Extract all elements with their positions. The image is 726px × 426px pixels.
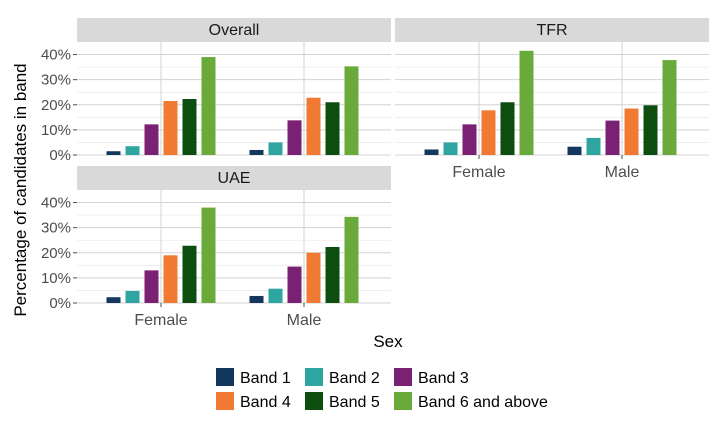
facet-strip-uae (77, 166, 391, 190)
legend-key-band-1 (216, 368, 234, 386)
bar-tfr-male-band-5 (643, 105, 658, 155)
bar-uae-female-band-2 (125, 290, 140, 303)
bar-tfr-female-band-5 (500, 102, 515, 155)
x-tick-label-male: Male (287, 312, 322, 329)
y-tick-label: 10% (41, 270, 71, 287)
y-tick-label: 10% (41, 122, 71, 139)
y-tick-label: 40% (41, 47, 71, 64)
x-tick-label-male: Male (605, 164, 640, 181)
bar-overall-male-band-2 (268, 142, 283, 155)
bar-overall-female-band-4 (163, 101, 178, 155)
y-tick-label: 20% (41, 97, 71, 114)
legend-label-band-4: Band 4 (240, 394, 291, 411)
bar-uae-female-band-6 (201, 207, 216, 303)
bar-tfr-female-band-1 (424, 149, 439, 155)
y-axis-title: Percentage of candidates in band (11, 63, 30, 316)
bar-overall-male-band-4 (306, 97, 321, 155)
facet-strip-overall (77, 18, 391, 42)
y-tick-label: 20% (41, 245, 71, 262)
bar-overall-female-band-2 (125, 146, 140, 155)
bar-uae-male-band-2 (268, 288, 283, 303)
bar-uae-male-band-5 (325, 247, 340, 303)
bar-tfr-female-band-6 (519, 50, 534, 155)
legend-label-band-3: Band 3 (418, 370, 469, 387)
bar-tfr-male-band-1 (567, 146, 582, 155)
legend-key-band-6 (394, 392, 412, 410)
y-tick-label: 30% (41, 220, 71, 237)
legend-key-band-5 (305, 392, 323, 410)
bar-uae-male-band-6 (344, 216, 359, 303)
bar-tfr-female-band-2 (443, 142, 458, 155)
y-tick-label: 30% (41, 72, 71, 89)
facet-title-uae: UAE (218, 170, 251, 187)
bar-overall-male-band-5 (325, 102, 340, 155)
bar-uae-female-band-1 (106, 297, 121, 303)
bar-uae-female-band-4 (163, 255, 178, 303)
legend-label-band-5: Band 5 (329, 394, 380, 411)
bar-overall-female-band-6 (201, 57, 216, 155)
x-tick-label-female: Female (452, 164, 505, 181)
legend-key-band-4 (216, 392, 234, 410)
bar-tfr-male-band-3 (605, 120, 620, 155)
bar-uae-male-band-4 (306, 252, 321, 303)
x-tick-label-female: Female (134, 312, 187, 329)
y-tick-label: 0% (49, 295, 71, 312)
bar-overall-female-band-3 (144, 124, 159, 155)
facet-title-overall: Overall (209, 22, 260, 39)
bar-uae-male-band-3 (287, 266, 302, 303)
bar-uae-male-band-1 (249, 295, 264, 303)
legend-label-band-1: Band 1 (240, 370, 291, 387)
bar-tfr-male-band-2 (586, 137, 601, 155)
bar-overall-female-band-1 (106, 151, 121, 155)
y-tick-label: 0% (49, 147, 71, 164)
bar-overall-male-band-6 (344, 66, 359, 155)
facet-strip-tfr (395, 18, 709, 42)
bar-uae-female-band-5 (182, 245, 197, 303)
y-tick-label: 40% (41, 195, 71, 212)
legend-key-band-2 (305, 368, 323, 386)
legend-label-band-6: Band 6 and above (418, 394, 548, 411)
bar-overall-female-band-5 (182, 99, 197, 155)
bar-overall-male-band-1 (249, 149, 264, 155)
legend-key-band-3 (394, 368, 412, 386)
bar-tfr-female-band-4 (481, 110, 496, 155)
x-axis-title: Sex (373, 332, 403, 351)
bar-tfr-male-band-4 (624, 108, 639, 155)
bar-tfr-male-band-6 (662, 60, 677, 155)
facet-title-tfr: TFR (536, 22, 567, 39)
legend-label-band-2: Band 2 (329, 370, 380, 387)
bar-uae-female-band-3 (144, 270, 159, 303)
bar-tfr-female-band-3 (462, 124, 477, 155)
bar-overall-male-band-3 (287, 120, 302, 155)
